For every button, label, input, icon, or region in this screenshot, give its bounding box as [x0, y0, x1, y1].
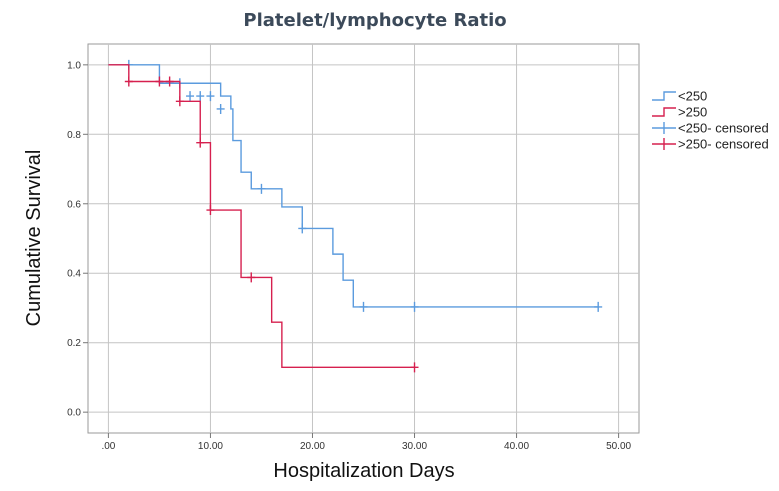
censored-mark: [165, 76, 174, 87]
x-tick-label: 50.00: [606, 441, 631, 452]
x-tick-label: 40.00: [504, 441, 529, 452]
y-tick-label: 1.0: [67, 60, 81, 71]
censored-mark: [124, 76, 133, 87]
censored-mark: [410, 362, 419, 373]
censored-mark: [175, 96, 184, 107]
censored-mark: [196, 137, 205, 148]
censored-mark: [298, 223, 307, 234]
y-tick-label: 0.2: [67, 338, 81, 349]
x-tick-label: 10.00: [198, 441, 223, 452]
x-axis-title: Hospitalization Days: [273, 460, 454, 482]
legend-censored-swatch: [652, 138, 676, 150]
censored-mark: [247, 272, 256, 283]
legend-line-swatch: [652, 107, 676, 117]
series-gt250-line: [108, 64, 415, 369]
censored-mark: [186, 91, 195, 102]
plot-frame: [87, 43, 640, 434]
y-tick-label: 0.6: [67, 199, 81, 210]
censored-mark: [155, 76, 164, 87]
plot-area: .00 10.00 20.00 30.00 40.00 50.00 0.0 0.2 0.4 0.6…: [67, 43, 640, 452]
censored-mark: [206, 205, 215, 216]
y-tick-label: 0.8: [67, 130, 81, 141]
y-axis-title: Cumulative Survival: [23, 150, 45, 327]
series-lt250-line: [108, 64, 599, 308]
y-tick-label: 0.0: [67, 408, 81, 419]
censored-mark: [410, 301, 419, 312]
x-tick-label: 30.00: [402, 441, 427, 452]
legend-label: <250: [678, 89, 707, 104]
legend-label: >250- censored: [678, 137, 769, 152]
y-tick-label: 0.4: [67, 269, 81, 280]
chart-title: Platelet/lymphocyte Ratio: [243, 10, 506, 31]
legend: <250>250<250- censored>250- censored: [652, 89, 769, 152]
censored-mark: [216, 103, 225, 114]
censored-mark: [206, 91, 215, 102]
censored-mark: [359, 301, 368, 312]
legend-line-swatch: [652, 91, 676, 101]
censored-mark: [594, 301, 603, 312]
legend-label: <250- censored: [678, 121, 769, 136]
legend-label: >250: [678, 105, 707, 120]
censored-mark: [196, 91, 205, 102]
censored-mark: [257, 183, 266, 194]
x-tick-label: 20.00: [300, 441, 325, 452]
x-tick-label: .00: [101, 441, 115, 452]
legend-censored-swatch: [652, 122, 676, 134]
